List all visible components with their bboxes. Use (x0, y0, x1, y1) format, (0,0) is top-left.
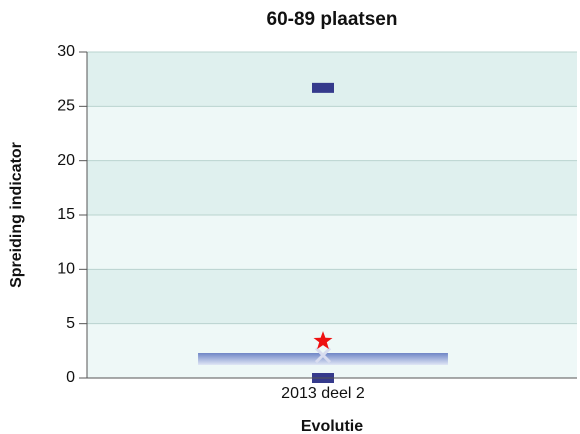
chart-title: 60-89 plaatsen (267, 9, 398, 30)
y-tick-label: 25 (57, 98, 75, 115)
max-marker (312, 82, 334, 93)
grid-band (87, 106, 577, 161)
y-tick-label: 10 (57, 261, 75, 278)
x-tick-label: 2013 deel 2 (281, 385, 365, 402)
x-axis-label: Evolutie (301, 418, 363, 434)
star-marker (313, 331, 333, 350)
grid-band (87, 215, 577, 270)
y-tick-label: 30 (57, 43, 75, 60)
grid-band (87, 323, 577, 378)
median-marker (314, 347, 332, 364)
y-axis-label: Spreiding indicator (8, 142, 25, 288)
box (198, 353, 448, 365)
y-tick-label: 5 (66, 315, 75, 332)
grid-band (87, 52, 577, 107)
y-tick-label: 0 (66, 369, 75, 386)
y-tick-label: 15 (57, 206, 75, 223)
y-tick-label: 20 (57, 152, 75, 169)
grid-band (87, 160, 577, 215)
grid-band (87, 269, 577, 324)
